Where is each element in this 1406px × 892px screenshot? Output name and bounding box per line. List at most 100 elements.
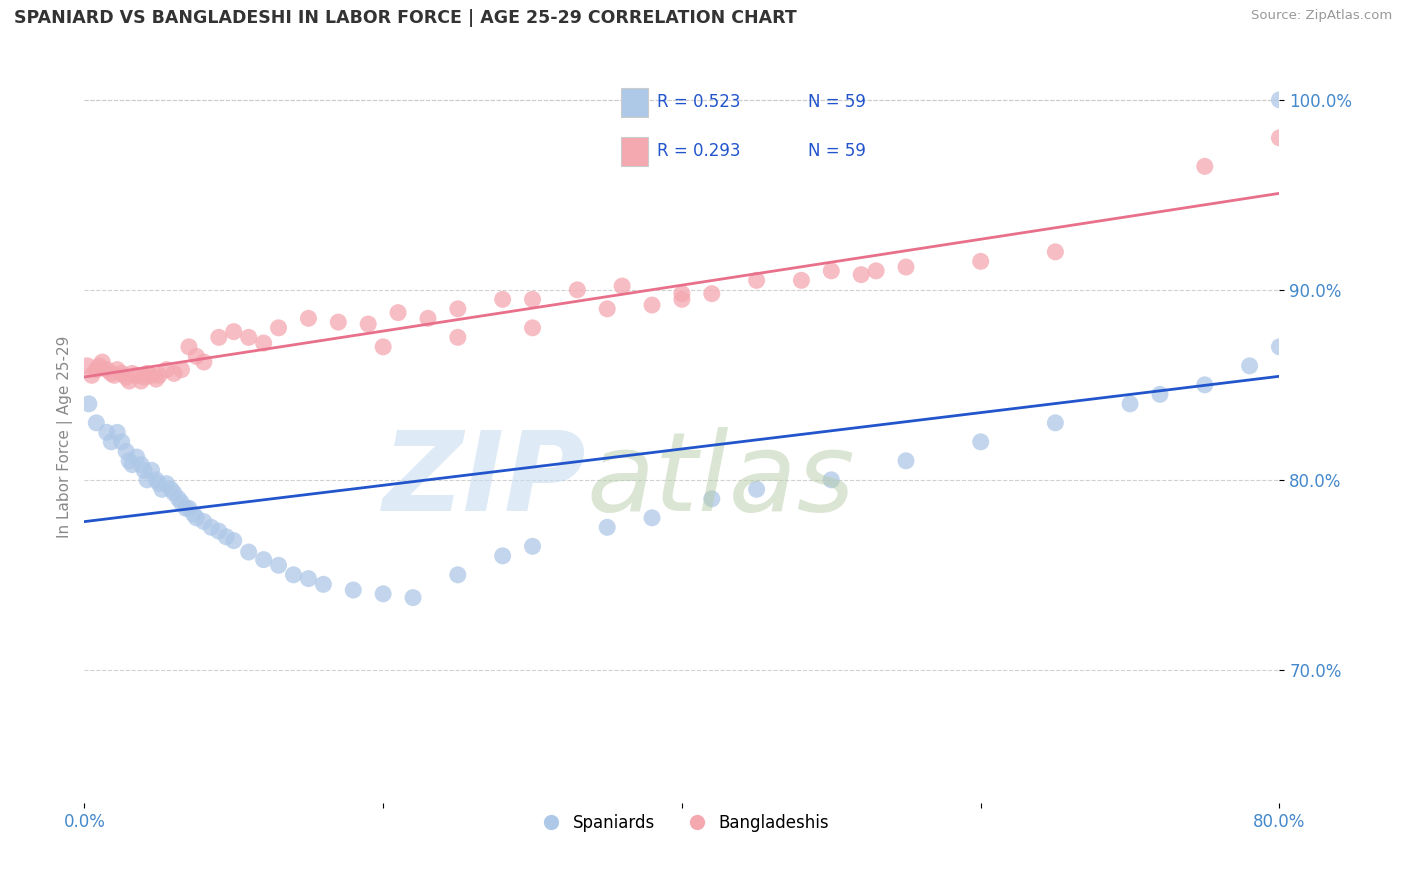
Point: [193, 355, 215, 369]
Text: N = 59: N = 59: [808, 93, 866, 111]
Point: [132, 463, 156, 477]
Point: [111, 367, 134, 381]
Point: [167, 491, 190, 506]
Point: [865, 264, 887, 278]
Point: [894, 454, 917, 468]
Point: [970, 434, 993, 449]
Point: [121, 367, 143, 381]
Point: [387, 305, 409, 319]
Point: [1268, 93, 1291, 107]
Point: [612, 279, 634, 293]
Point: [567, 283, 589, 297]
Point: [596, 301, 619, 316]
Point: [1268, 340, 1291, 354]
Point: [641, 511, 664, 525]
Point: [80, 368, 103, 383]
Point: [373, 587, 395, 601]
Point: [1298, 321, 1320, 335]
Point: [177, 340, 200, 354]
Point: [118, 374, 141, 388]
Point: [170, 495, 193, 509]
Point: [96, 425, 118, 440]
Point: [155, 476, 177, 491]
Point: [790, 273, 813, 287]
Point: [208, 330, 231, 344]
Point: [894, 260, 917, 274]
Point: [193, 515, 215, 529]
Point: [373, 340, 395, 354]
Point: [1194, 159, 1216, 173]
Point: [111, 434, 134, 449]
Point: [141, 463, 163, 477]
Text: R = 0.523: R = 0.523: [657, 93, 741, 111]
Point: [1149, 387, 1171, 401]
Text: SPANIARD VS BANGLADESHI IN LABOR FORCE | AGE 25-29 CORRELATION CHART: SPANIARD VS BANGLADESHI IN LABOR FORCE |…: [14, 9, 797, 27]
Point: [297, 311, 319, 326]
Point: [312, 577, 335, 591]
Point: [700, 491, 723, 506]
Point: [96, 362, 118, 376]
Point: [141, 368, 163, 383]
Point: [215, 530, 238, 544]
Point: [267, 558, 290, 573]
Point: [447, 567, 470, 582]
Point: [103, 368, 125, 383]
Point: [238, 545, 260, 559]
Point: [136, 367, 159, 381]
Point: [136, 473, 159, 487]
Point: [851, 268, 873, 282]
Point: [522, 321, 544, 335]
Point: [208, 524, 231, 538]
Point: [148, 476, 170, 491]
Text: ZIP: ZIP: [382, 427, 586, 534]
Point: [155, 362, 177, 376]
Point: [163, 367, 186, 381]
Y-axis label: In Labor Force | Age 25-29: In Labor Force | Age 25-29: [58, 336, 73, 538]
Point: [183, 507, 205, 521]
Point: [596, 520, 619, 534]
Point: [970, 254, 993, 268]
Point: [105, 425, 128, 440]
Point: [328, 315, 350, 329]
Text: N = 59: N = 59: [808, 142, 866, 161]
Point: [145, 473, 167, 487]
Point: [1045, 244, 1067, 259]
Point: [160, 483, 183, 497]
Point: [89, 359, 111, 373]
Point: [297, 572, 319, 586]
Point: [200, 520, 222, 534]
Point: [150, 483, 173, 497]
Point: [76, 359, 98, 373]
Point: [820, 473, 842, 487]
Point: [129, 458, 152, 472]
Point: [522, 539, 544, 553]
Point: [700, 286, 723, 301]
Point: [416, 311, 439, 326]
Point: [222, 325, 245, 339]
Point: [115, 370, 138, 384]
Point: [238, 330, 260, 344]
Point: [283, 567, 305, 582]
Point: [148, 368, 170, 383]
Point: [1045, 416, 1067, 430]
Point: [253, 552, 276, 566]
Point: [745, 483, 768, 497]
Point: [91, 355, 114, 369]
Point: [342, 582, 364, 597]
Point: [77, 397, 100, 411]
Text: atlas: atlas: [586, 427, 855, 534]
Point: [100, 434, 122, 449]
Point: [118, 454, 141, 468]
Point: [177, 501, 200, 516]
Point: [267, 321, 290, 335]
Point: [402, 591, 425, 605]
Point: [820, 264, 842, 278]
Legend: Spaniards, Bangladeshis: Spaniards, Bangladeshis: [529, 807, 835, 838]
Point: [125, 368, 148, 383]
Point: [163, 486, 186, 500]
Bar: [620, 88, 648, 117]
Point: [745, 273, 768, 287]
Point: [129, 374, 152, 388]
Point: [1119, 397, 1142, 411]
Point: [253, 336, 276, 351]
